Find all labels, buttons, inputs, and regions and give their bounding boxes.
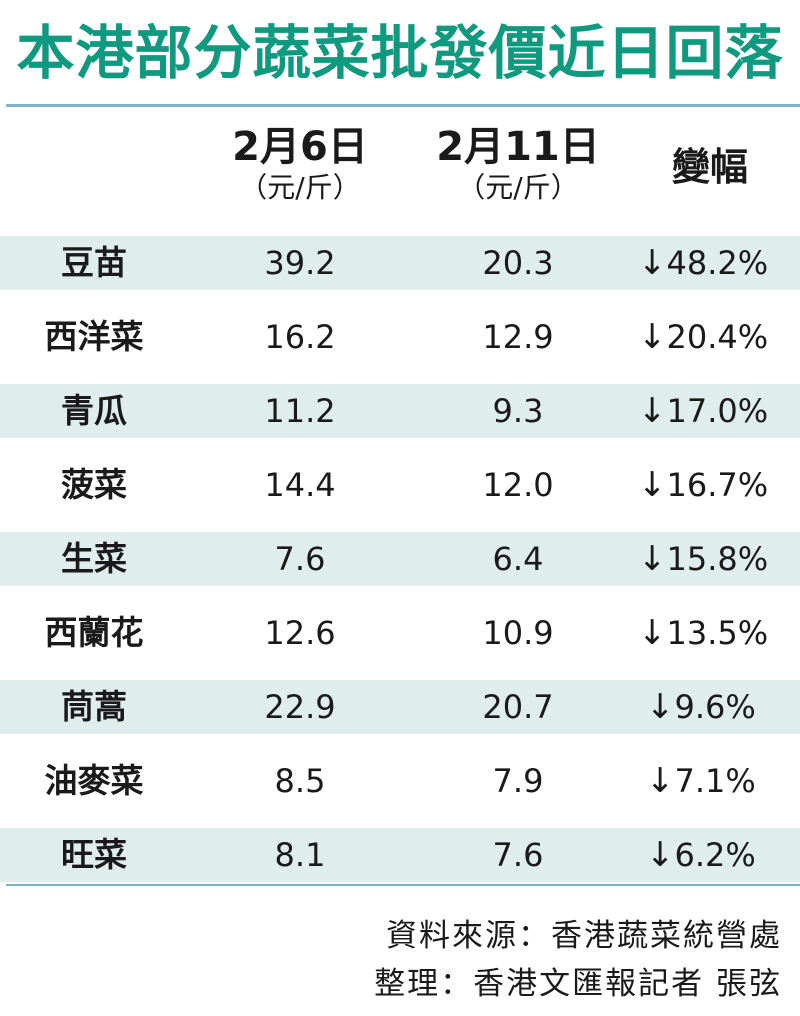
column-header-change: 變幅 — [671, 145, 748, 189]
down-arrow-icon: ↓ — [646, 835, 675, 875]
down-arrow-icon: ↓ — [638, 243, 667, 283]
change-value: 20.4% — [666, 318, 769, 356]
vegetable-name: 油麥菜 — [44, 761, 144, 800]
price-feb11: 20.3 — [482, 244, 554, 282]
change-value: 13.5% — [666, 614, 769, 652]
table-row: 油麥菜 8.5 7.9 ↓7.1% — [0, 754, 800, 808]
change-cell: ↓7.1% — [638, 754, 800, 808]
table-row: 旺菜 8.1 7.6 ↓6.2% — [0, 828, 800, 882]
table-row: 西蘭花 12.6 10.9 ↓13.5% — [0, 606, 800, 660]
column-header-feb6: 2月6日 （元/斤） — [200, 124, 400, 206]
down-arrow-icon: ↓ — [638, 391, 667, 431]
price-feb6: 22.9 — [264, 688, 336, 726]
table-row: 生菜 7.6 6.4 ↓15.8% — [0, 532, 800, 586]
vegetable-name: 旺菜 — [61, 835, 127, 874]
down-arrow-icon: ↓ — [638, 465, 667, 505]
table-row: 菠菜 14.4 12.0 ↓16.7% — [0, 458, 800, 512]
vegetable-name: 豆苗 — [61, 243, 127, 282]
price-feb6: 8.1 — [274, 836, 326, 874]
vegetable-name: 青瓜 — [61, 391, 127, 430]
change-cell: ↓17.0% — [638, 384, 800, 438]
change-value: 17.0% — [666, 392, 769, 430]
price-feb6: 14.4 — [264, 466, 336, 504]
price-feb6: 16.2 — [264, 318, 336, 356]
price-feb6: 11.2 — [264, 392, 336, 430]
vegetable-name: 生菜 — [61, 539, 127, 578]
title-divider — [6, 104, 800, 107]
price-feb11: 12.9 — [482, 318, 554, 356]
change-value: 9.6% — [674, 688, 756, 726]
change-cell: ↓6.2% — [638, 828, 800, 882]
table-row: 西洋菜 16.2 12.9 ↓20.4% — [0, 310, 800, 364]
price-feb11: 7.9 — [492, 762, 544, 800]
page-title: 本港部分蔬菜批發價近日回落 — [16, 19, 784, 87]
price-feb11: 20.7 — [482, 688, 554, 726]
change-value: 6.2% — [674, 836, 756, 874]
column-header-feb6-unit: （元/斤） — [239, 171, 361, 204]
table-row: 豆苗 39.2 20.3 ↓48.2% — [0, 236, 800, 290]
change-value: 16.7% — [666, 466, 769, 504]
column-header-feb11-date: 2月11日 — [436, 124, 600, 170]
table-row: 茼蒿 22.9 20.7 ↓9.6% — [0, 680, 800, 734]
vegetable-name: 菠菜 — [61, 465, 127, 504]
column-header-feb11-unit: （元/斤） — [457, 171, 579, 204]
source-note: 資料來源：香港蔬菜統營處 — [386, 918, 782, 954]
change-cell: ↓9.6% — [638, 680, 800, 734]
change-cell: ↓48.2% — [638, 236, 800, 290]
change-value: 15.8% — [666, 540, 769, 578]
down-arrow-icon: ↓ — [646, 761, 675, 801]
down-arrow-icon: ↓ — [646, 687, 675, 727]
credit-note: 整理：香港文匯報記者 張弦 — [374, 966, 782, 1002]
down-arrow-icon: ↓ — [638, 613, 667, 653]
change-cell: ↓15.8% — [638, 532, 800, 586]
price-table: 豆苗 39.2 20.3 ↓48.2% 西洋菜 16.2 12.9 ↓20.4%… — [0, 236, 800, 902]
change-cell: ↓20.4% — [638, 310, 800, 364]
price-feb6: 12.6 — [264, 614, 336, 652]
change-cell: ↓13.5% — [638, 606, 800, 660]
price-feb11: 12.0 — [482, 466, 554, 504]
price-feb11: 10.9 — [482, 614, 554, 652]
change-value: 7.1% — [674, 762, 756, 800]
price-feb6: 39.2 — [264, 244, 336, 282]
bottom-divider — [6, 884, 800, 886]
vegetable-name: 西洋菜 — [44, 317, 144, 356]
price-feb11: 7.6 — [492, 836, 544, 874]
price-feb11: 9.3 — [492, 392, 544, 430]
change-value: 48.2% — [666, 244, 769, 282]
down-arrow-icon: ↓ — [638, 539, 667, 579]
table-row: 青瓜 11.2 9.3 ↓17.0% — [0, 384, 800, 438]
price-feb6: 8.5 — [274, 762, 326, 800]
change-cell: ↓16.7% — [638, 458, 800, 512]
column-header-feb6-date: 2月6日 — [232, 124, 368, 170]
vegetable-name: 西蘭花 — [44, 613, 144, 652]
price-feb11: 6.4 — [492, 540, 544, 578]
price-feb6: 7.6 — [274, 540, 326, 578]
column-header-feb11: 2月11日 （元/斤） — [418, 124, 618, 206]
down-arrow-icon: ↓ — [638, 317, 667, 357]
vegetable-name: 茼蒿 — [61, 687, 127, 726]
